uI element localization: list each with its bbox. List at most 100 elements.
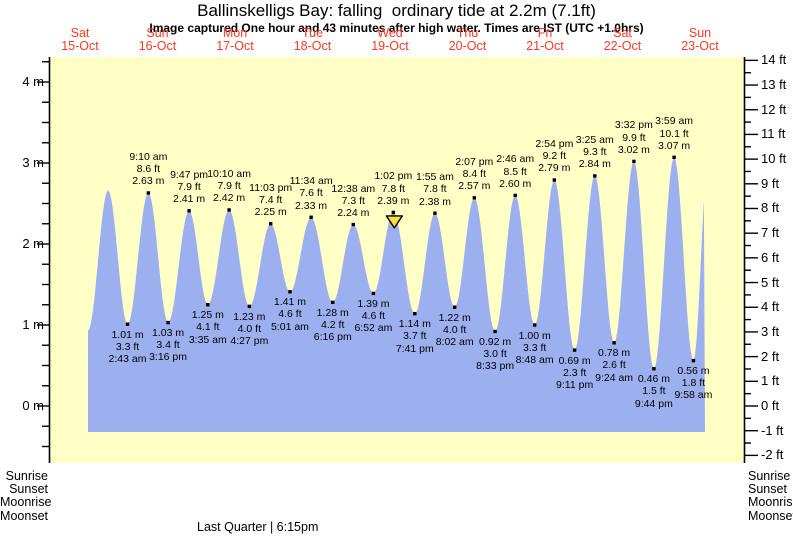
astro-label-sunset: Sunset [9, 482, 48, 497]
low-water-dot [331, 300, 335, 305]
high-water-dot [146, 191, 151, 195]
tide-area [88, 157, 705, 433]
low-water-annotation: 1.41 m 4.6 ft 5:01 am [230, 296, 350, 333]
high-water-annotation: 2:07 pm 8.4 ft 2.57 m [414, 156, 534, 193]
annotation-line: 6:52 am [354, 322, 393, 335]
low-water-dot [452, 305, 457, 309]
low-water-annotation: 0.92 m 3.0 ft 8:33 pm [435, 336, 555, 373]
low-water-annotation: 1.25 m 4.1 ft 3:35 am [148, 309, 268, 346]
annotation-line: 3.3 ft [522, 341, 547, 354]
high-water-annotation: 9:10 am 8.6 ft 2.63 m [88, 151, 208, 188]
day-name: Sat [613, 26, 632, 40]
day-label: Thu 20-Oct [413, 26, 523, 54]
annotation-line: 0.46 m [637, 373, 670, 386]
day-label: Fri 21-Oct [490, 26, 600, 54]
right-axis-label: 14 ft [761, 52, 787, 68]
annotation-line: 1.41 m [273, 296, 306, 309]
annotation-line: 7.4 ft [258, 193, 283, 206]
low-water-annotation: 1.14 m 3.7 ft 7:41 pm [355, 318, 475, 355]
annotation-line: 8:48 am [515, 353, 554, 366]
high-water-dot [227, 208, 231, 212]
high-water-dot [552, 178, 557, 182]
annotation-line: 7:41 pm [395, 342, 434, 355]
day-date: 21-Oct [526, 39, 564, 54]
low-water-annotation: 0.69 m 2.3 ft 9:11 pm [515, 355, 635, 392]
low-water-dot [691, 358, 696, 363]
low-water-annotation: 1.28 m 4.2 ft 6:16 pm [273, 307, 393, 344]
annotation-line: 3.07 m [658, 139, 691, 152]
low-water-dot [652, 367, 656, 371]
low-water-dot [493, 329, 497, 334]
annotation-line: 2.25 m [254, 206, 287, 219]
right-axis-label: 5 ft [761, 274, 780, 290]
astro-labels-left: Sunrise Sunset Moonrise Moonset [0, 469, 51, 523]
annotation-line: 7.8 ft [381, 182, 405, 195]
annotation-line: 9:10 am [129, 150, 168, 163]
current-time-marker-icon [385, 215, 404, 229]
day-label: Sun 23-Oct [645, 26, 755, 54]
right-axis-label: 2 ft [761, 348, 780, 364]
day-label: Sat 15-Oct [25, 26, 135, 54]
high-water-annotation: 9:47 pm 7.9 ft 2.41 m [129, 169, 249, 206]
right-axis-label: 9 ft [761, 175, 780, 191]
low-water-annotation: 1.03 m 3.4 ft 3:16 pm [108, 327, 228, 364]
day-date: 16-Oct [138, 39, 177, 54]
high-water-annotation: 3:59 am 10.1 ft 3.07 m [614, 115, 734, 152]
high-water-dot [433, 211, 437, 215]
high-water-annotation: 12:38 am 7.3 ft 2.24 m [293, 183, 413, 220]
left-axis-label: 2 m [22, 236, 44, 251]
low-water-dot [166, 320, 170, 325]
annotation-line: 3:59 am [655, 115, 694, 128]
low-water-annotation: 1.00 m 3.3 ft 8:48 am [475, 330, 595, 367]
annotation-line: 2.79 m [538, 162, 571, 175]
high-water-dot [632, 159, 636, 164]
astro-label-moonset: Moonset [748, 508, 793, 523]
annotation-line: 6:16 pm [313, 331, 352, 344]
annotation-line: 2.84 m [578, 158, 611, 171]
high-water-dot [391, 210, 396, 215]
left-axis-label: 4 m [22, 74, 44, 89]
day-date: 17-Oct [216, 39, 254, 54]
annotation-line: 3:16 pm [149, 351, 188, 364]
annotation-line: 1.03 m [151, 327, 185, 340]
annotation-line: 2:46 am [496, 153, 535, 166]
annotation-line: 3.4 ft [156, 339, 180, 352]
high-water-dot [593, 174, 597, 178]
right-axis-label: 11 ft [761, 126, 786, 142]
annotation-line: 2.60 m [499, 177, 532, 190]
annotation-line: 1.23 m [233, 310, 266, 323]
high-water-dot [672, 155, 676, 160]
annotation-line: 10:10 am [207, 167, 251, 180]
high-water-annotation: 11:03 pm 7.4 ft 2.25 m [211, 182, 331, 219]
day-date: 20-Oct [448, 39, 487, 54]
annotation-line: 2.39 m [377, 194, 410, 207]
high-water-dot [351, 222, 355, 227]
annotation-line: 2.57 m [458, 180, 491, 193]
high-water-annotation: 3:25 am 9.3 ft 2.84 m [535, 134, 655, 171]
annotation-line: 2:07 pm [455, 155, 494, 168]
annotation-line: 9.9 ft [622, 131, 646, 144]
right-axis-label: 8 ft [761, 200, 780, 216]
day-name: Sun [688, 26, 712, 40]
right-axis-label: 7 ft [761, 225, 780, 241]
high-water-dot [472, 196, 477, 200]
annotation-line: 1:02 pm [374, 170, 413, 183]
annotation-line: 1.28 m [316, 306, 349, 319]
day-date: 23-Oct [681, 39, 719, 54]
annotation-line: 5:01 am [270, 320, 309, 333]
low-water-annotation: 1.01 m 3.3 ft 2:43 am [68, 329, 188, 366]
day-date: 15-Oct [61, 39, 99, 54]
annotation-line: 1.5 ft [642, 385, 666, 398]
annotation-line: 4:27 pm [230, 335, 269, 348]
annotation-line: 2.41 m [173, 193, 206, 206]
high-water-annotation: 2:46 am 8.5 ft 2.60 m [455, 153, 575, 190]
annotation-line: 12:38 am [331, 182, 376, 195]
left-axis-label: 3 m [22, 155, 44, 170]
annotation-line: 4.0 ft [237, 323, 262, 336]
right-axis-label: 13 ft [761, 77, 787, 93]
high-water-dot [268, 222, 273, 226]
annotation-line: 1.01 m [111, 328, 144, 341]
annotation-line: 11:03 pm [249, 181, 293, 194]
